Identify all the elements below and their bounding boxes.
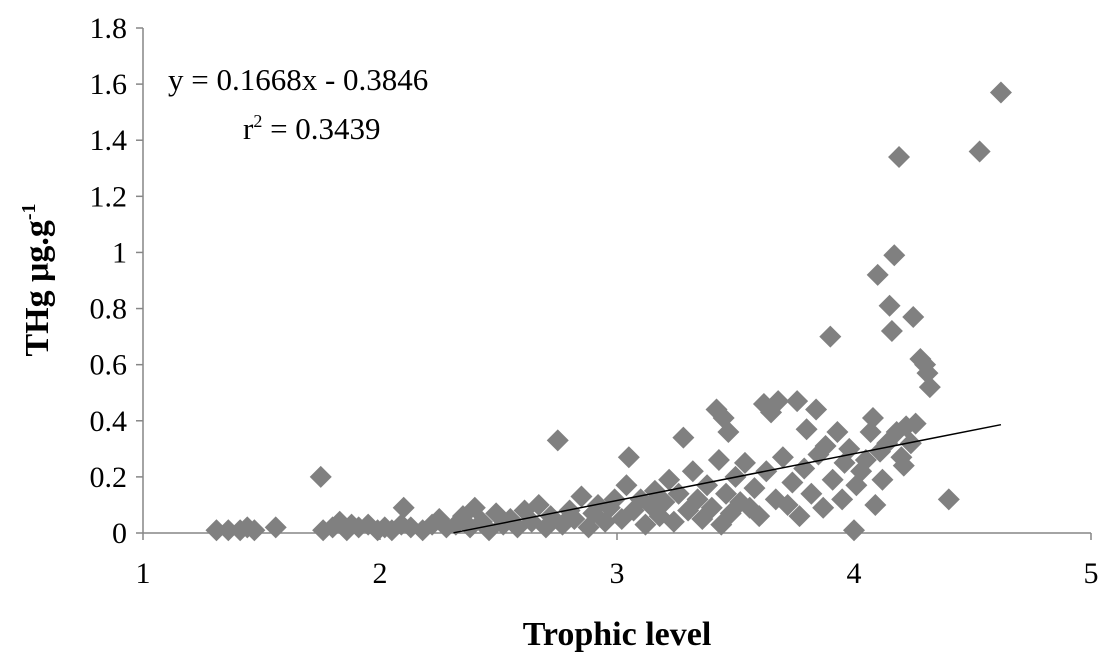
data-point — [883, 244, 906, 267]
data-point — [776, 493, 799, 516]
data-point — [864, 493, 887, 516]
data-point — [217, 519, 240, 542]
y-tick-label: 1.4 — [90, 124, 128, 157]
data-point — [563, 507, 586, 530]
data-point — [570, 485, 593, 508]
trendline — [453, 423, 1002, 534]
data-point — [878, 294, 901, 317]
data-points — [205, 81, 1012, 542]
data-point — [821, 468, 844, 491]
data-point — [667, 482, 690, 505]
equation-label: y = 0.1668x - 0.3846 — [168, 62, 428, 97]
x-axis-title: Trophic level — [523, 616, 712, 653]
data-point — [309, 465, 332, 488]
data-point — [786, 390, 809, 413]
y-tick-label: 1.6 — [90, 68, 128, 101]
y-tick-label: 0.8 — [90, 293, 128, 326]
y-tick-label: 0.6 — [90, 349, 128, 382]
data-point — [205, 519, 228, 542]
data-point — [838, 437, 861, 460]
data-point — [771, 446, 794, 469]
y-tick-label: 0.2 — [90, 461, 128, 494]
data-point — [788, 505, 811, 528]
data-point — [700, 496, 723, 519]
data-point — [527, 493, 550, 516]
x-tick-label: 3 — [610, 557, 625, 590]
data-point — [681, 460, 704, 483]
data-point — [707, 449, 730, 472]
data-point — [615, 474, 638, 497]
data-point — [264, 516, 287, 539]
data-point — [814, 435, 837, 458]
data-point — [859, 421, 882, 443]
y-axis: 0 0.2 0.4 0.6 0.8 1 1.2 1.4 1.6 1.8 — [90, 12, 144, 550]
data-point — [843, 519, 865, 542]
data-point — [603, 488, 626, 511]
data-point — [866, 263, 889, 286]
data-point — [686, 488, 709, 511]
y-tick-label: 0 — [112, 517, 127, 550]
data-point — [748, 505, 771, 528]
data-point — [892, 454, 915, 477]
data-point — [617, 446, 640, 469]
data-point — [918, 376, 941, 399]
data-point — [904, 412, 927, 435]
data-point — [546, 429, 569, 452]
data-point — [888, 146, 911, 169]
data-point — [658, 468, 681, 491]
data-point — [826, 421, 849, 443]
data-point — [672, 426, 695, 449]
y-tick-label: 1 — [112, 236, 127, 269]
data-point — [800, 482, 823, 505]
data-point — [861, 406, 884, 429]
data-point — [653, 491, 676, 514]
data-point — [805, 398, 828, 421]
data-point — [937, 488, 960, 511]
r2-label: r2 = 0.3439 — [243, 111, 381, 146]
data-point — [902, 305, 925, 328]
data-point — [968, 140, 991, 163]
data-point — [743, 477, 766, 500]
x-tick-label: 2 — [373, 557, 388, 590]
data-point — [733, 451, 756, 474]
data-point — [717, 421, 740, 443]
data-point — [715, 482, 738, 505]
x-tick-label: 1 — [136, 557, 151, 590]
data-point — [243, 519, 266, 542]
data-point — [880, 320, 903, 342]
data-point — [831, 488, 854, 511]
data-point — [781, 471, 804, 494]
data-point — [729, 491, 752, 514]
data-point — [812, 496, 835, 519]
data-point — [819, 325, 842, 348]
data-point — [871, 468, 894, 491]
data-point — [989, 81, 1012, 104]
y-tick-label: 1.8 — [90, 12, 128, 45]
x-tick-label: 4 — [847, 557, 862, 590]
y-axis-title: THg μg.g-1 — [18, 203, 56, 356]
data-point — [916, 362, 939, 385]
y-tick-label: 0.4 — [90, 405, 128, 438]
data-point — [767, 390, 790, 413]
data-point — [662, 510, 685, 533]
y-tick-label: 1.2 — [90, 180, 128, 213]
x-axis: 1 2 3 4 5 — [136, 532, 1099, 590]
data-point — [392, 496, 415, 519]
data-point — [696, 474, 719, 497]
data-point — [795, 418, 818, 441]
data-point — [634, 513, 657, 536]
x-tick-label: 5 — [1084, 557, 1099, 590]
data-point — [854, 449, 877, 472]
